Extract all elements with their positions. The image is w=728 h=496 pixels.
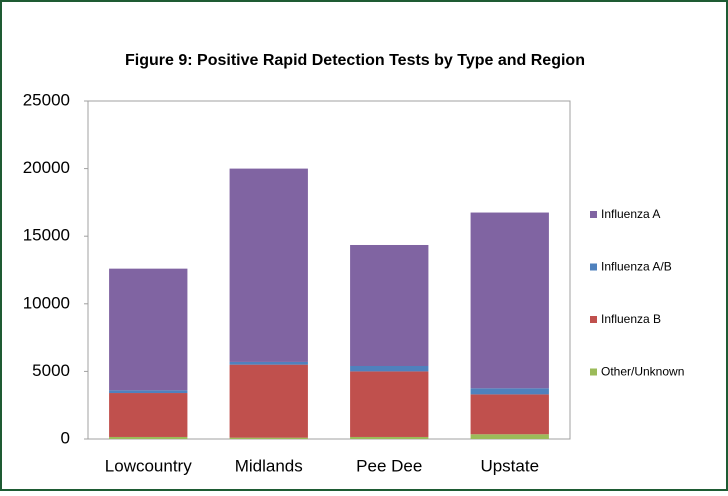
bar-segment	[229, 364, 308, 438]
bar-segment	[350, 244, 429, 366]
legend-label: Influenza A/B	[601, 260, 672, 274]
bar-segment	[109, 393, 188, 437]
bar-segment	[109, 390, 188, 394]
x-tick-label: Midlands	[235, 456, 303, 475]
y-tick-label: 15000	[23, 226, 70, 245]
legend-label: Influenza B	[601, 312, 661, 326]
x-tick-label: Lowcountry	[105, 456, 192, 475]
bar-segment	[470, 388, 549, 395]
bar-segment	[350, 371, 429, 437]
bar-segment	[109, 268, 188, 391]
bar-segment	[229, 361, 308, 365]
y-tick-label: 0	[61, 428, 70, 447]
bar-segment	[470, 434, 549, 439]
legend-swatch	[590, 316, 597, 323]
y-tick-label: 25000	[23, 90, 70, 109]
x-tick-label: Pee Dee	[356, 456, 422, 475]
bar-segment	[229, 437, 308, 439]
x-tick-label: Upstate	[480, 456, 539, 475]
bar-segment	[109, 436, 188, 439]
legend-swatch	[590, 211, 597, 218]
bar-segment	[350, 436, 429, 439]
y-tick-label: 5000	[32, 361, 70, 380]
legend-swatch	[590, 368, 597, 376]
plot-area	[87, 100, 571, 440]
y-tick-label: 10000	[23, 293, 70, 312]
legend-swatch	[590, 263, 597, 271]
bar-segment	[470, 212, 549, 389]
bar-segment	[229, 168, 308, 362]
bar-segment	[350, 365, 429, 372]
bar-segment	[470, 394, 549, 435]
y-tick-label: 20000	[23, 158, 70, 177]
legend-label: Other/Unknown	[601, 365, 684, 379]
chart-title: Figure 9: Positive Rapid Detection Tests…	[125, 52, 585, 69]
legend-label: Influenza A	[601, 207, 660, 221]
